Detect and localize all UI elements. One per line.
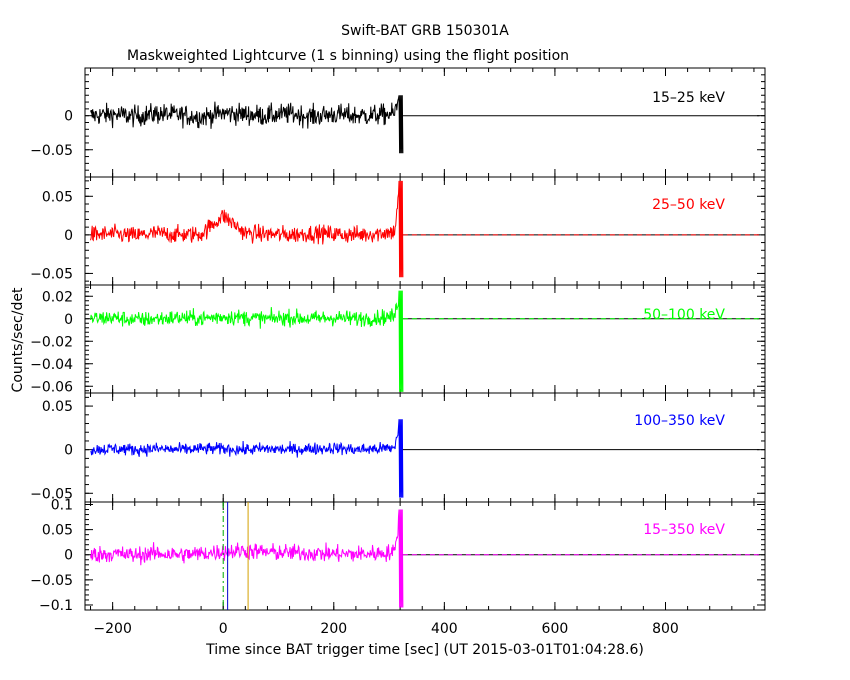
chart-subtitle: Maskweighted Lightcurve (1 s binning) us…: [127, 48, 569, 64]
x-tick-label: 400: [431, 621, 458, 637]
y-tick-label: −0.05: [30, 143, 73, 159]
panel-3: 0.05 0 −0.05 100–350 keV: [30, 392, 766, 503]
x-axis-label: Time since BAT trigger time [sec] (UT 20…: [205, 642, 644, 658]
chart-title: Swift-BAT GRB 150301A: [341, 23, 509, 39]
y-axis-label: Counts/sec/det: [10, 287, 26, 392]
y-tick-label: −0.04: [30, 357, 73, 373]
y-tick-label: −0.05: [30, 266, 73, 282]
y-tick-label: −0.05: [30, 573, 73, 589]
panel-frame: [84, 284, 766, 394]
band-label: 15–350 keV: [643, 522, 725, 538]
y-tick-label: 0.05: [42, 189, 73, 205]
x-tick-label: 600: [542, 621, 569, 637]
series-line: [90, 180, 404, 278]
y-tick-label: 0.05: [42, 523, 73, 539]
y-tick-label: 0.1: [51, 498, 73, 514]
band-label: 50–100 keV: [643, 307, 725, 323]
band-label: 100–350 keV: [634, 413, 725, 429]
panel-1: 0.05 0 −0.05 25–50 keV: [30, 176, 766, 286]
y-tick-label: −0.02: [30, 334, 73, 350]
y-tick-label: 0: [64, 443, 73, 459]
panel-frame: [84, 392, 766, 503]
x-tick-labels: −200 0 200 400 600 800: [93, 621, 678, 637]
series-line: [90, 95, 404, 154]
y-tick-label: −0.06: [30, 379, 73, 395]
y-tick-label: 0: [64, 109, 73, 125]
series-line: [90, 419, 404, 498]
y-tick-label: 0: [64, 312, 73, 328]
panel-4: 0.1 0.05 0 −0.05 −0.1 15–350 keV: [30, 498, 766, 614]
y-tick-label: −0.05: [30, 486, 73, 502]
x-tick-label: 200: [320, 621, 347, 637]
band-label: 25–50 keV: [652, 197, 725, 213]
x-tick-label: −200: [93, 621, 131, 637]
x-tick-label: 0: [219, 621, 228, 637]
panel-0: 0 −0.05 15–25 keV: [30, 67, 766, 178]
y-tick-label: −0.1: [39, 598, 73, 614]
series-line: [90, 290, 404, 392]
y-tick-label: 0: [64, 548, 73, 564]
panel-2: 0.02 0 −0.02 −0.04 −0.06 50–100 keV: [30, 284, 766, 395]
y-tick-label: 0.05: [42, 399, 73, 415]
panel-frame: [84, 501, 766, 611]
band-label: 15–25 keV: [652, 90, 725, 106]
panels-group: 0 −0.05 15–25 keV 0.05 0 −0.05 25–50 keV 0.02 0 −…: [30, 67, 766, 614]
series-line: [90, 509, 404, 608]
y-tick-label: 0: [64, 228, 73, 244]
y-tick-label: 0.02: [42, 289, 73, 305]
x-tick-label: 800: [652, 621, 679, 637]
